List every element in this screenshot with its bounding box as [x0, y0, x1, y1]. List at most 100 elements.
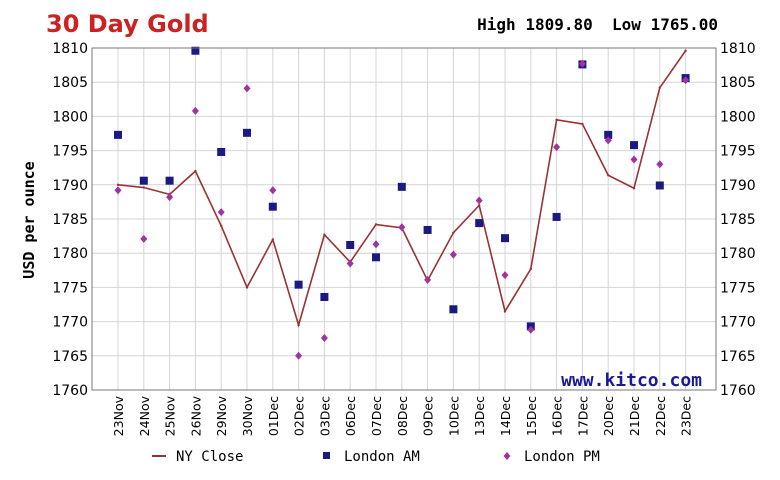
y-tick-right: 1760 [720, 383, 756, 399]
y-tick-left: 1805 [52, 75, 88, 91]
ny-close-point [374, 223, 378, 226]
ny-close-point [116, 183, 120, 186]
grid-layer [92, 47, 716, 391]
london-pm-point [604, 136, 612, 145]
low-value: 1765.00 [650, 15, 718, 34]
y-tick-labels: 1760 1760 1765 1765 1770 1770 1775 1775 1780 1780… [52, 41, 755, 399]
london-pm-point [527, 325, 535, 334]
london-am-point [243, 128, 251, 137]
london-am-point [165, 176, 174, 185]
x-tick-label: 02Dec [292, 396, 307, 436]
x-tick-label: 30Nov [240, 395, 255, 436]
ny-close-point [220, 224, 223, 228]
london-pm-point [243, 84, 251, 93]
high-value: 1809.80 [525, 15, 593, 34]
london-pm-point [295, 351, 303, 360]
london-am-point [423, 225, 432, 234]
ny-close-point [658, 86, 661, 89]
ny-close-point [271, 238, 274, 241]
ny-close-point [607, 174, 610, 177]
london-pm-point [630, 155, 638, 164]
london-am-point [449, 305, 458, 314]
london-am-point [501, 234, 509, 243]
x-tick-label: 08Dec [395, 396, 410, 436]
london-pm-point [475, 196, 483, 205]
ny-close-point [245, 286, 249, 289]
y-tick-left: 1780 [52, 246, 88, 262]
london-am-point [268, 202, 277, 211]
y-tick-right: 1780 [720, 246, 756, 262]
x-tick-label: 14Dec [498, 396, 513, 436]
london-am-point [114, 130, 122, 139]
london-pm-point [217, 208, 225, 217]
london-pm-point [191, 106, 199, 115]
chart-title: 30 Day Gold [46, 10, 209, 38]
london-pm-point [449, 250, 457, 259]
london-am-point [552, 212, 561, 221]
london-am-point [320, 292, 329, 301]
london-am-point [217, 147, 226, 156]
high-low-readout: High 1809.80 Low 1765.00 [477, 15, 718, 34]
x-tick-label: 25Nov [163, 395, 178, 436]
y-axis-label: USD per ounce [20, 161, 38, 278]
london-pm-point [166, 193, 174, 202]
london-am-point [191, 46, 200, 55]
london-pm-point [320, 334, 328, 343]
x-tick-label: 03Dec [317, 396, 332, 436]
london-pm-point [372, 240, 380, 249]
london-am-point [655, 181, 664, 190]
ny-close-point [632, 187, 636, 190]
y-tick-left: 1800 [52, 109, 88, 125]
y-tick-right: 1770 [720, 315, 756, 331]
london-pm-point [346, 259, 354, 268]
ny-close-point [452, 231, 455, 234]
y-tick-left: 1775 [52, 280, 88, 296]
y-tick-left: 1795 [52, 144, 88, 160]
london-pm-point [140, 234, 148, 243]
london-am-point [397, 182, 406, 191]
x-tick-label: 26Nov [188, 395, 203, 436]
low-label: Low [612, 15, 641, 34]
y-tick-right: 1765 [720, 349, 756, 365]
london-am-point [475, 219, 484, 228]
london-am-point [372, 253, 380, 262]
y-tick-left: 1770 [52, 315, 88, 331]
legend-label: London PM [524, 449, 600, 465]
ny-close-point [529, 267, 532, 271]
plot-frame [91, 47, 717, 391]
x-tick-label: 16Dec [550, 396, 565, 436]
y-tick-left: 1765 [52, 349, 88, 365]
y-tick-right: 1785 [720, 212, 756, 228]
x-tick-label: 07Dec [369, 396, 384, 436]
london-pm-point [553, 143, 561, 152]
x-tick-label: 29Nov [214, 395, 229, 436]
y-tick-left: 1785 [52, 212, 88, 228]
london-pm-point [114, 186, 122, 195]
x-tick-label: 20Dec [601, 396, 616, 436]
london-pm-point [501, 271, 509, 280]
y-tick-right: 1795 [720, 144, 756, 160]
x-tick-label: 01Dec [266, 396, 281, 436]
ny-close-point [478, 204, 481, 207]
legend-label: London AM [344, 449, 420, 465]
ny-close-point [323, 233, 326, 236]
x-tick-label: 15Dec [524, 396, 539, 436]
x-tick-label: 21Dec [627, 396, 642, 436]
y-tick-right: 1800 [720, 109, 756, 125]
x-tick-label: 23Nov [111, 395, 126, 436]
london-am-point [139, 176, 148, 185]
legend: NY Close London AM London PM [152, 449, 600, 465]
ny-close-point [555, 118, 558, 122]
london-pm-point [269, 186, 277, 195]
y-tick-left: 1790 [52, 178, 88, 194]
london-pm-point [398, 223, 406, 232]
x-tick-labels: 23Nov 24Nov 25Nov 26Nov 29Nov 30Nov 01Dec 02Dec… [111, 395, 694, 436]
london-pm-point [578, 59, 586, 68]
x-tick-label: 17Dec [575, 396, 590, 436]
london-am-point [630, 141, 638, 150]
london-pm-point [424, 275, 432, 284]
london-am-point [604, 130, 613, 139]
x-tick-label: 09Dec [421, 396, 436, 436]
